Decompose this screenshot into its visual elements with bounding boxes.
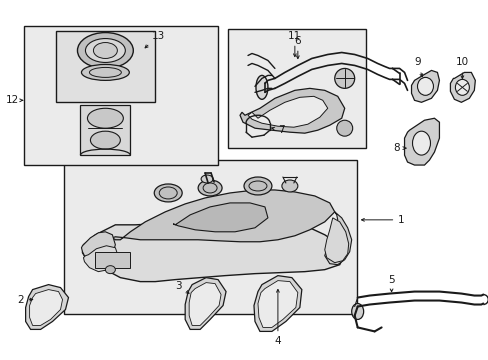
Ellipse shape (81, 64, 129, 80)
Text: 3: 3 (175, 280, 189, 293)
Ellipse shape (412, 131, 429, 155)
Text: 7: 7 (271, 125, 285, 135)
Ellipse shape (417, 77, 432, 95)
Polygon shape (95, 252, 130, 268)
Polygon shape (240, 88, 344, 133)
Ellipse shape (85, 39, 125, 62)
Ellipse shape (77, 32, 133, 68)
Polygon shape (25, 285, 68, 329)
Ellipse shape (244, 177, 271, 195)
Polygon shape (404, 118, 439, 165)
Polygon shape (81, 105, 130, 155)
Text: 10: 10 (455, 58, 468, 78)
Ellipse shape (454, 80, 468, 95)
Polygon shape (83, 246, 118, 272)
Text: 1: 1 (361, 215, 404, 225)
Polygon shape (449, 72, 474, 102)
Polygon shape (258, 280, 297, 328)
Ellipse shape (255, 75, 267, 99)
Ellipse shape (351, 303, 363, 319)
Ellipse shape (93, 42, 117, 58)
Ellipse shape (334, 68, 354, 88)
Bar (227, 28, 365, 148)
Polygon shape (112, 190, 334, 242)
Polygon shape (173, 203, 267, 232)
Text: 5: 5 (387, 275, 394, 292)
Polygon shape (185, 278, 225, 329)
Polygon shape (82, 218, 344, 282)
Ellipse shape (281, 180, 297, 192)
Ellipse shape (154, 184, 182, 202)
Ellipse shape (198, 180, 222, 196)
Ellipse shape (90, 131, 120, 149)
Polygon shape (253, 276, 301, 332)
Ellipse shape (105, 266, 115, 274)
Text: 2: 2 (17, 294, 33, 305)
Polygon shape (324, 212, 351, 265)
Text: 6: 6 (294, 36, 301, 59)
Text: 11: 11 (287, 31, 301, 57)
Polygon shape (189, 283, 221, 325)
Bar (63, 160, 356, 315)
Bar (23, 26, 218, 165)
Text: 13: 13 (145, 31, 164, 48)
Polygon shape (247, 96, 327, 127)
Ellipse shape (201, 175, 213, 183)
Polygon shape (30, 289, 62, 325)
Text: 9: 9 (413, 58, 422, 77)
Ellipse shape (336, 120, 352, 136)
Polygon shape (81, 232, 115, 268)
Ellipse shape (87, 108, 123, 128)
Polygon shape (411, 71, 439, 102)
Polygon shape (324, 218, 348, 263)
Text: 12: 12 (6, 95, 22, 105)
Text: 4: 4 (274, 289, 281, 346)
Text: 8: 8 (392, 143, 405, 153)
Bar (56, 31, 155, 102)
